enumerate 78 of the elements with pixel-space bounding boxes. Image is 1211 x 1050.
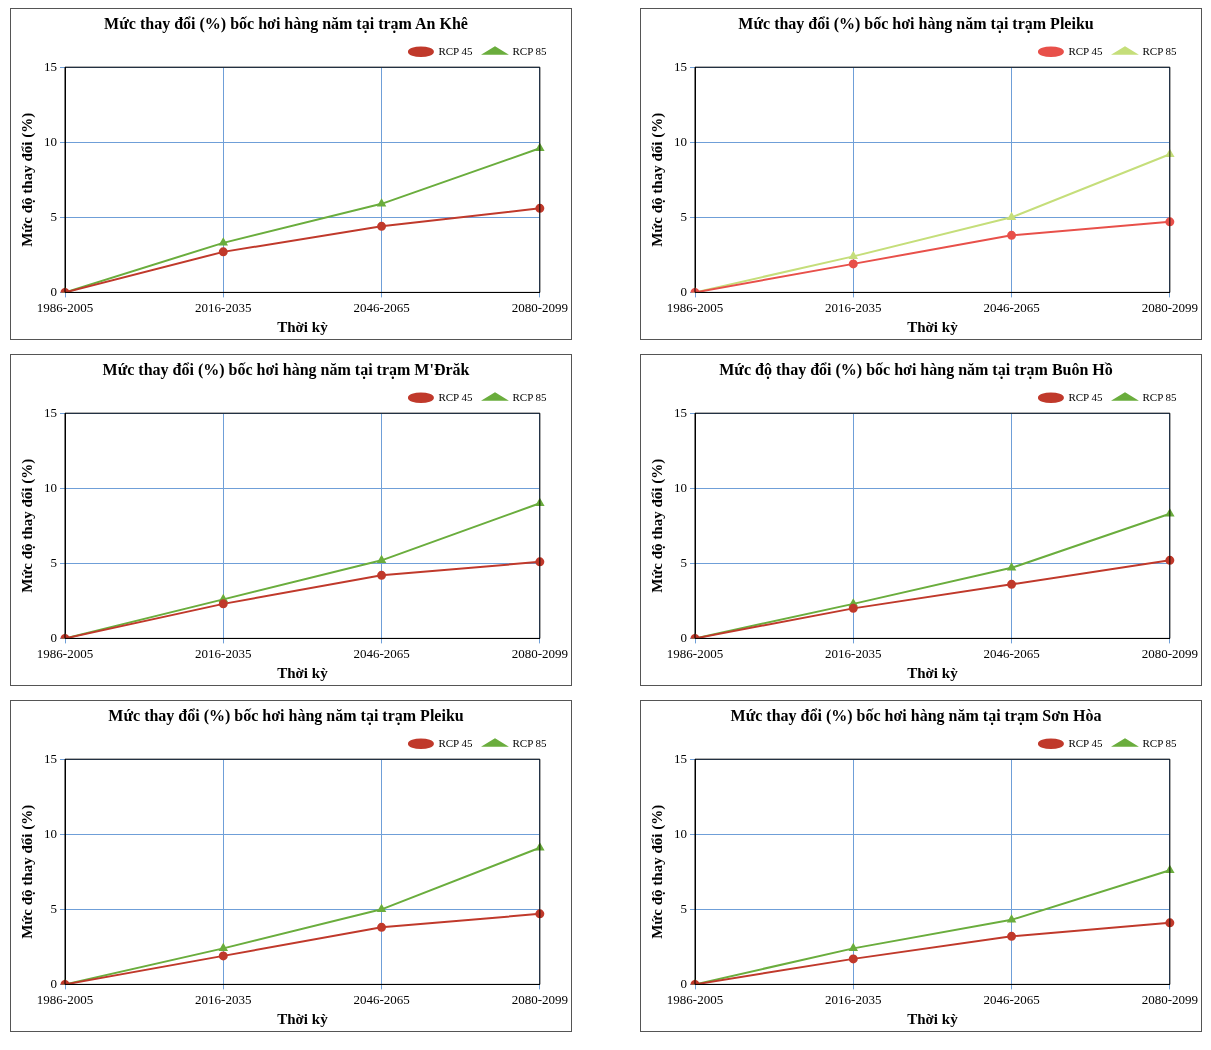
- x-tick-label: 2016-2035: [825, 991, 882, 1007]
- chart-title: Mức thay đổi (%) bốc hơi hàng năm tại trạm M'Đrăk: [102, 360, 470, 379]
- x-tick-label: 1986-2005: [36, 645, 94, 661]
- legend-label: RCP 45: [438, 44, 474, 57]
- legend-label: RCP 85: [512, 390, 548, 403]
- y-tick-label: 10: [674, 825, 687, 841]
- x-tick-label: 2080-2099: [1141, 991, 1199, 1007]
- x-tick-label: 2046-2065: [983, 991, 1040, 1007]
- x-tick-label: 2080-2099: [511, 645, 569, 661]
- y-axis-title: Mức độ thay đổi (%): [18, 804, 36, 939]
- x-tick-label: 2016-2035: [825, 299, 882, 315]
- y-tick-label: 15: [674, 58, 687, 74]
- chart-title: Mức thay đổi (%) bốc hơi hàng năm tại trạm Sơn Hòa: [730, 706, 1102, 725]
- x-tick-label: 2016-2035: [825, 645, 882, 661]
- y-tick-label: 0: [50, 283, 57, 299]
- y-axis-title: Mức độ thay đổi (%): [648, 804, 666, 939]
- legend-label: RCP 85: [512, 44, 548, 57]
- x-axis-title: Thời kỳ: [907, 318, 959, 335]
- x-tick-label: 2046-2065: [353, 299, 410, 315]
- y-tick-label: 15: [44, 58, 57, 74]
- legend-label: RCP 85: [1142, 390, 1178, 403]
- x-tick-label: 2016-2035: [195, 645, 252, 661]
- legend-label: RCP 45: [438, 390, 474, 403]
- y-tick-label: 0: [680, 975, 687, 991]
- y-tick-label: 10: [674, 479, 687, 495]
- y-tick-label: 5: [50, 208, 57, 224]
- x-tick-label: 1986-2005: [666, 991, 724, 1007]
- legend-label: RCP 45: [1068, 44, 1104, 57]
- chart-title: Mức thay đổi (%) bốc hơi hàng năm tại trạm Pleiku: [108, 706, 464, 725]
- x-tick-label: 2016-2035: [195, 299, 252, 315]
- legend-label: RCP 85: [1142, 44, 1178, 57]
- y-tick-label: 10: [44, 825, 57, 841]
- y-tick-label: 10: [44, 133, 57, 149]
- x-axis-title: Thời kỳ: [907, 1010, 959, 1027]
- y-tick-label: 5: [50, 900, 57, 916]
- x-tick-label: 2046-2065: [983, 645, 1040, 661]
- legend-label: RCP 85: [512, 736, 548, 749]
- y-tick-label: 15: [44, 750, 57, 766]
- chart-title: Mức độ thay đổi (%) bốc hơi hàng năm tại trạm Buôn Hồ: [719, 360, 1113, 379]
- x-axis-title: Thời kỳ: [907, 664, 959, 681]
- y-tick-label: 10: [674, 133, 687, 149]
- y-tick-label: 0: [680, 283, 687, 299]
- x-tick-label: 2046-2065: [353, 991, 410, 1007]
- x-tick-label: 1986-2005: [666, 299, 724, 315]
- y-axis-title: Mức độ thay đổi (%): [18, 458, 36, 593]
- x-tick-label: 2046-2065: [983, 299, 1040, 315]
- x-tick-label: 2080-2099: [1141, 299, 1199, 315]
- y-tick-label: 0: [50, 975, 57, 991]
- y-tick-label: 10: [44, 479, 57, 495]
- y-tick-label: 5: [680, 208, 687, 224]
- y-tick-label: 5: [50, 554, 57, 570]
- y-axis-title: Mức độ thay đổi (%): [18, 112, 36, 247]
- x-axis-title: Thời kỳ: [277, 318, 329, 335]
- x-tick-label: 1986-2005: [666, 645, 724, 661]
- chart-title: Mức thay đổi (%) bốc hơi hàng năm tại trạm An Khê: [104, 14, 468, 33]
- legend-label: RCP 45: [1068, 390, 1104, 403]
- x-axis-title: Thời kỳ: [277, 1010, 329, 1027]
- legend-label: RCP 85: [1142, 736, 1178, 749]
- x-tick-label: 2080-2099: [1141, 645, 1199, 661]
- x-axis-title: Thời kỳ: [277, 664, 329, 681]
- x-tick-label: 2016-2035: [195, 991, 252, 1007]
- y-tick-label: 15: [674, 404, 687, 420]
- y-tick-label: 5: [680, 900, 687, 916]
- y-tick-label: 15: [44, 404, 57, 420]
- x-tick-label: 2046-2065: [353, 645, 410, 661]
- y-axis-title: Mức độ thay đổi (%): [648, 112, 666, 247]
- y-tick-label: 5: [680, 554, 687, 570]
- y-axis-title: Mức độ thay đổi (%): [648, 458, 666, 593]
- x-tick-label: 2080-2099: [511, 991, 569, 1007]
- x-tick-label: 1986-2005: [36, 299, 94, 315]
- y-tick-label: 0: [50, 629, 57, 645]
- legend-label: RCP 45: [1068, 736, 1104, 749]
- x-tick-label: 1986-2005: [36, 991, 94, 1007]
- legend-label: RCP 45: [438, 736, 474, 749]
- y-tick-label: 0: [680, 629, 687, 645]
- x-tick-label: 2080-2099: [511, 299, 569, 315]
- y-tick-label: 15: [674, 750, 687, 766]
- chart-title: Mức thay đổi (%) bốc hơi hàng năm tại trạm Pleiku: [738, 14, 1094, 33]
